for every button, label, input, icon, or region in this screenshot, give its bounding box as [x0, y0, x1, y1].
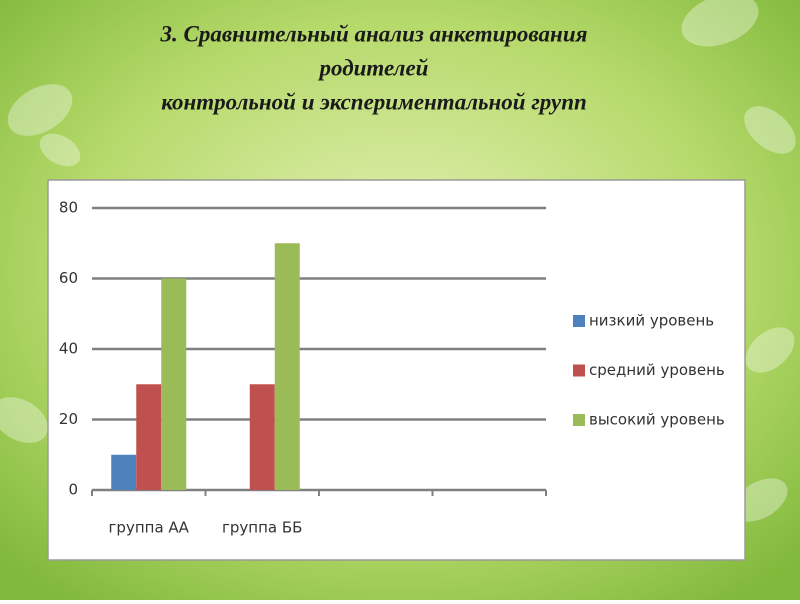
y-tick-label: 40 — [59, 340, 78, 358]
legend-swatch — [573, 315, 585, 327]
chart-title: контрольной и экспериментальной групп — [161, 89, 587, 114]
legend-swatch — [573, 364, 585, 377]
legend-label: высокий уровень — [589, 411, 725, 429]
bar — [274, 243, 300, 490]
y-tick-label: 60 — [59, 269, 78, 287]
y-tick-label: 20 — [59, 410, 78, 428]
y-tick-label: 0 — [68, 481, 78, 499]
bar — [111, 454, 137, 490]
bar — [249, 384, 275, 490]
chart-title: родителей — [318, 55, 429, 80]
bar — [161, 278, 187, 490]
decoration — [0, 0, 800, 531]
bar — [136, 384, 162, 490]
legend-swatch — [573, 414, 585, 426]
legend-label: средний уровень — [589, 361, 725, 379]
y-tick-label: 80 — [59, 199, 78, 217]
chart-title: 3. Сравнительный анализ анкетирования — [160, 21, 588, 46]
legend-label: низкий уровень — [589, 312, 714, 330]
x-tick-label: группа ББ — [222, 519, 302, 537]
x-tick-label: группа АА — [109, 519, 190, 537]
